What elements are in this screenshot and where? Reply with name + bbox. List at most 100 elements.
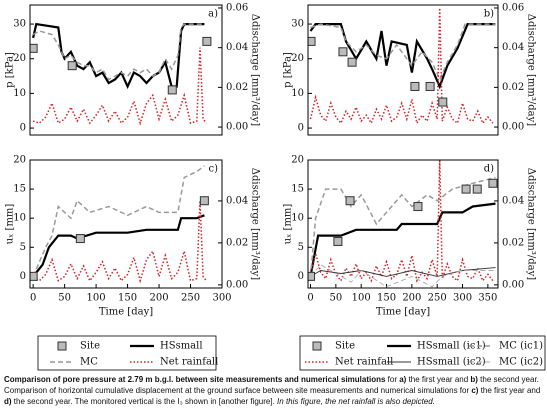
x-tick-label: 350	[478, 293, 497, 304]
series-line	[309, 160, 494, 283]
legend-label: HSsmall (ic1)	[417, 341, 486, 352]
site-marker	[67, 61, 77, 71]
legend-label: Net rainfall	[335, 357, 393, 368]
legend-label: HSsmall	[160, 341, 203, 352]
series-line	[32, 214, 205, 278]
y2-tick-label: 0.02	[226, 82, 248, 93]
x-tick-label: 100	[87, 293, 106, 304]
site-marker	[425, 81, 435, 91]
legend-label: Net rainfall	[160, 357, 218, 368]
panel-label: a)	[208, 9, 218, 20]
caption-run: the second year. The monitored vertical …	[11, 397, 278, 406]
x-tick-label: 50	[58, 293, 71, 304]
site-marker	[333, 236, 343, 246]
legend-label: MC	[80, 357, 98, 368]
y2-tick-label: 0.04	[502, 42, 524, 53]
x-tick-label: 50	[329, 293, 342, 304]
legend-label: HSsmall (ic2)	[417, 357, 486, 368]
y-axis-label: p [kPa]	[283, 52, 294, 88]
y-tick-label: 30	[291, 19, 304, 30]
caption-run: the second year. Comparison of horizonta…	[4, 375, 539, 395]
x-tick-label: 200	[402, 293, 421, 304]
plot-area	[308, 7, 496, 126]
site-marker	[30, 271, 38, 281]
panel-label: c)	[208, 164, 218, 175]
y-tick-label: 20	[291, 53, 304, 64]
legend-marker	[312, 341, 322, 351]
site-marker	[202, 36, 212, 46]
y-tick-label: 0	[298, 123, 304, 134]
y2-tick-label: 0.00	[502, 279, 524, 290]
y2-tick-label: 0.00	[226, 279, 248, 290]
y-tick-label: 15	[13, 184, 26, 195]
y-axis-label: p [kPa]	[5, 52, 16, 88]
y2-tick-label: 0.04	[502, 195, 524, 206]
y-tick-label: 0	[298, 271, 304, 282]
plot-area	[30, 22, 212, 126]
plot-area	[308, 160, 498, 288]
x-tick-label: 0	[30, 293, 36, 304]
series-line	[309, 202, 496, 277]
y-axis-label: uₓ [mm]	[5, 204, 16, 245]
series-line	[310, 267, 496, 277]
plot-frame	[29, 159, 223, 289]
y-tick-label: 10	[13, 213, 26, 224]
y-tick-label: 0	[20, 123, 26, 134]
legend-label: Site	[80, 341, 100, 352]
caption-run: In this figure, the net rainfall is also…	[277, 397, 435, 406]
site-marker	[338, 47, 348, 57]
x-axis-label: Time [day]	[99, 307, 153, 318]
x-tick-label: 200	[150, 293, 169, 304]
site-marker	[308, 271, 316, 281]
caption: Comparison of pore pressure at 2.79 m b.…	[4, 374, 543, 420]
caption-run: a)	[399, 375, 407, 384]
series-line	[310, 264, 496, 288]
site-marker	[347, 57, 357, 67]
x-axis-label: Time [day]	[376, 307, 430, 318]
site-marker	[199, 196, 209, 206]
caption-run: the first year and	[478, 386, 541, 395]
series-line	[309, 7, 494, 126]
site-marker	[488, 178, 498, 188]
series-line	[309, 23, 496, 90]
site-marker	[413, 202, 423, 212]
y-tick-label: 15	[291, 184, 304, 195]
site-marker	[30, 43, 38, 53]
y-tick-label: 10	[291, 213, 304, 224]
y2-tick-label: 0.02	[502, 82, 524, 93]
y-tick-label: 20	[291, 155, 304, 166]
series-line	[32, 165, 205, 277]
y2-axis-label: Δdischarge [mm³/day]	[526, 168, 537, 280]
series-line	[32, 22, 205, 90]
y2-tick-label: 0.02	[226, 237, 248, 248]
legend-frame	[299, 335, 546, 371]
y-tick-label: 20	[13, 53, 26, 64]
y2-tick-label: 0.06	[502, 2, 524, 13]
site-marker	[75, 234, 85, 244]
y2-tick-label: 0.04	[226, 195, 248, 206]
x-tick-label: 150	[377, 293, 396, 304]
y-tick-label: 0	[20, 271, 26, 282]
caption-run: Comparison of pore pressure at 2.79 m b.…	[4, 375, 386, 384]
caption-run: the first year and	[406, 375, 471, 384]
site-marker	[308, 36, 316, 46]
site-marker	[438, 97, 448, 107]
x-tick-label: 300	[453, 293, 472, 304]
x-tick-label: 250	[428, 293, 447, 304]
y2-axis-label: Δdischarge [mm³/day]	[250, 14, 261, 126]
series-line	[32, 200, 207, 284]
plot-area	[30, 165, 209, 284]
caption-run: d)	[4, 397, 12, 406]
legend-label: MC (ic2)	[499, 357, 543, 368]
y2-tick-label: 0.02	[502, 237, 524, 248]
x-tick-label: 150	[118, 293, 137, 304]
site-marker	[461, 184, 471, 194]
y-tick-label: 20	[13, 155, 26, 166]
legend-label: MC (ic1)	[499, 341, 543, 352]
y-tick-label: 10	[13, 88, 26, 99]
series-line	[32, 23, 205, 81]
x-tick-label: 300	[212, 293, 231, 304]
site-marker	[345, 196, 355, 206]
y2-tick-label: 0.00	[502, 122, 524, 133]
x-tick-label: 0	[307, 293, 313, 304]
